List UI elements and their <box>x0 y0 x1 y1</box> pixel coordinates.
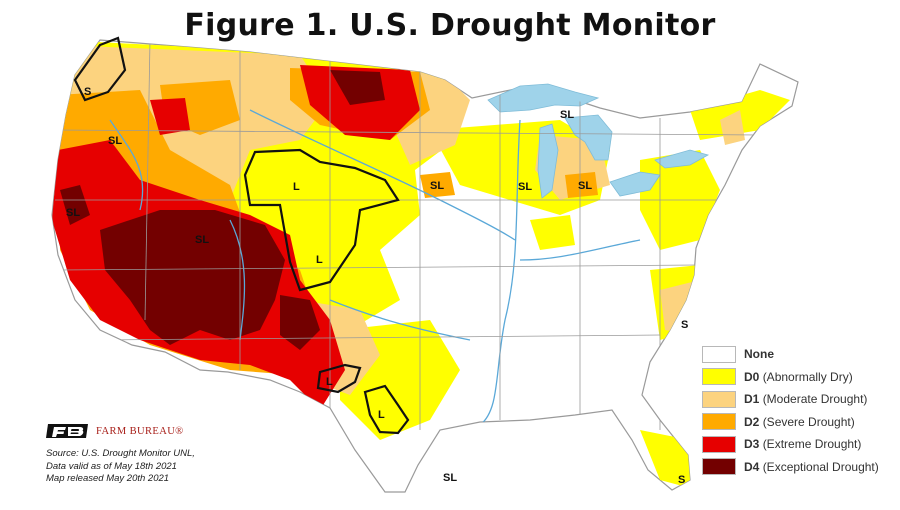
legend-desc: (Moderate Drought) <box>762 392 868 407</box>
legend-swatch <box>702 345 736 363</box>
impact-labels: S SL SL L L SL SL SL SL SL L L S SL S <box>66 86 688 486</box>
legend-item-d1: D1 (Moderate Drought) <box>702 388 897 411</box>
impact-label: L <box>326 376 333 388</box>
great-lakes <box>487 83 710 199</box>
legend-code: D1 <box>744 392 760 407</box>
farm-bureau-brand: FARM BUREAU® <box>44 423 184 439</box>
source-line: Data valid as of May 18th 2021 <box>46 460 177 472</box>
impact-label: S <box>678 474 685 486</box>
impact-label: L <box>378 409 385 421</box>
source-note: Source: U.S. Drought Monitor UNL, Data v… <box>46 448 195 486</box>
legend-item-d0: D0 (Abnormally Dry) <box>702 366 897 389</box>
legend-swatch <box>702 368 736 386</box>
legend-swatch <box>702 390 736 408</box>
legend-swatch <box>702 435 736 453</box>
impact-outlines <box>73 36 410 435</box>
impact-label: SL <box>66 207 80 219</box>
impact-label: S <box>681 319 688 331</box>
legend-item-d2: D2 (Severe Drought) <box>702 411 897 434</box>
impact-label: SL <box>578 180 592 192</box>
impact-label: SL <box>443 472 457 484</box>
legend-desc: (Extreme Drought) <box>762 437 862 452</box>
legend-code: D3 <box>744 437 760 452</box>
legend-code: D0 <box>744 369 760 384</box>
legend-code: None <box>744 347 774 362</box>
impact-label: SL <box>195 234 209 246</box>
impact-label: SL <box>430 180 444 192</box>
source-line: Source: U.S. Drought Monitor UNL, <box>46 448 195 459</box>
legend-code: D2 <box>744 414 760 429</box>
legend-code: D4 <box>744 459 760 474</box>
source-line: Map released May 20th 2021 <box>46 473 170 484</box>
impact-label: S <box>84 86 91 98</box>
legend-desc: (Exceptional Drought) <box>762 459 879 474</box>
impact-label: SL <box>108 135 122 147</box>
legend-swatch <box>702 413 736 431</box>
page-title: Figure 1. U.S. Drought Monitor <box>184 8 716 43</box>
impact-label: SL <box>560 109 574 121</box>
legend-item-none: None <box>702 343 897 366</box>
impact-label: L <box>293 181 300 193</box>
rivers <box>109 109 641 426</box>
legend-item-d3: D3 (Extreme Drought) <box>702 433 897 456</box>
legend-desc: (Abnormally Dry) <box>762 369 853 384</box>
legend: None D0 (Abnormally Dry) D1 (Moderate Dr… <box>702 343 897 478</box>
legend-desc: (Severe Drought) <box>762 414 855 429</box>
legend-item-d4: D4 (Exceptional Drought) <box>702 456 897 479</box>
impact-label: SL <box>518 181 532 193</box>
brand-name: FARM BUREAU® <box>96 425 184 437</box>
farm-bureau-logo-icon <box>46 424 88 438</box>
legend-swatch <box>702 458 736 476</box>
impact-label: L <box>316 254 323 266</box>
